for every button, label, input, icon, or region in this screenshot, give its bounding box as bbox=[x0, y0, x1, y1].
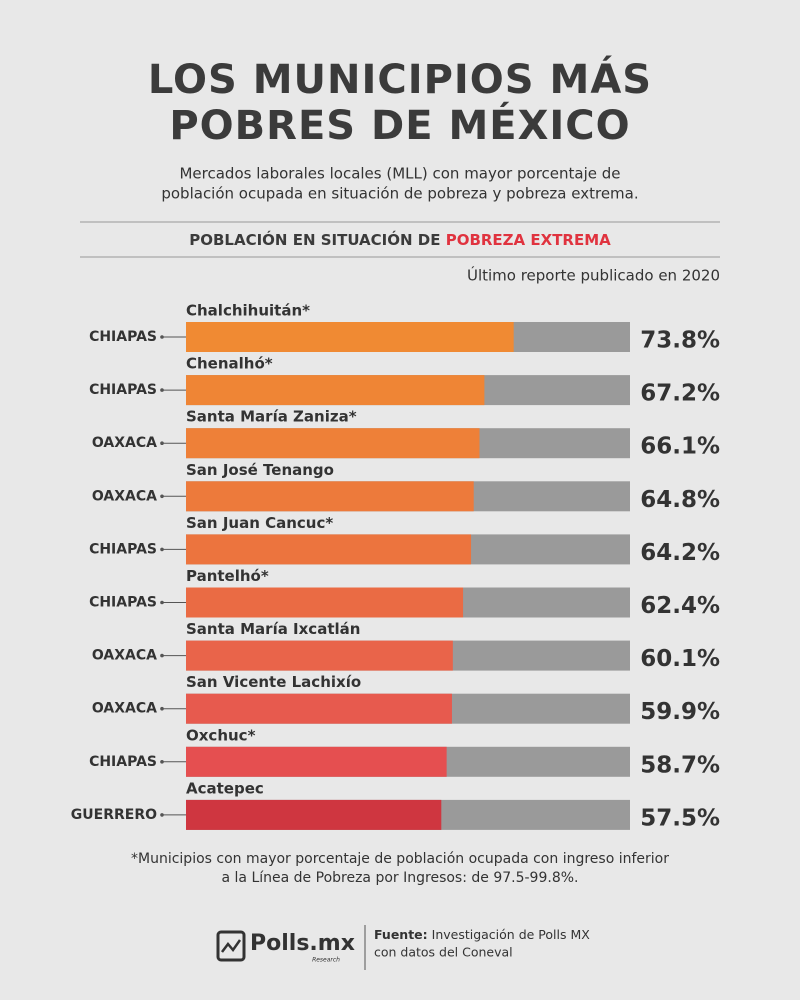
bar bbox=[186, 534, 472, 565]
bar bbox=[186, 693, 452, 724]
category-label: Santa María Ixcatlán bbox=[186, 620, 360, 638]
value-label: 58.7% bbox=[640, 752, 720, 778]
category-label: San Juan Cancuc* bbox=[186, 514, 333, 532]
bar bbox=[186, 640, 453, 671]
value-label: 60.1% bbox=[640, 646, 720, 672]
section-title-highlight: POBREZA EXTREMA bbox=[446, 231, 611, 249]
bar bbox=[186, 481, 474, 512]
bar bbox=[186, 746, 447, 777]
state-label: OAXACA bbox=[92, 435, 157, 451]
bar bbox=[186, 428, 480, 459]
bar bbox=[186, 587, 464, 618]
source-label: Fuente: bbox=[374, 927, 428, 942]
connector-dot bbox=[160, 388, 164, 392]
title: POBRES DE MÉXICO bbox=[169, 101, 630, 149]
category-label: Pantelhó* bbox=[186, 567, 269, 585]
connector-dot bbox=[160, 760, 164, 764]
state-label: OAXACA bbox=[92, 648, 157, 664]
connector-dot bbox=[160, 441, 164, 446]
state-label: GUERRERO bbox=[71, 807, 157, 823]
state-label: OAXACA bbox=[92, 701, 157, 717]
bar bbox=[186, 799, 442, 830]
category-label: Santa María Zaniza* bbox=[186, 408, 357, 426]
state-label: CHIAPAS bbox=[89, 595, 157, 611]
value-label: 64.2% bbox=[640, 540, 720, 566]
bar bbox=[186, 375, 485, 406]
source-text: Investigación de Polls MX bbox=[428, 927, 591, 942]
value-label: 67.2% bbox=[640, 381, 720, 407]
subtitle: Mercados laborales locales (MLL) con may… bbox=[179, 165, 620, 183]
section-title: POBLACIÓN EN SITUACIÓN DE POBREZA EXTREM… bbox=[189, 230, 611, 249]
connector-dot bbox=[160, 706, 164, 711]
category-label: San Vicente Lachixío bbox=[186, 673, 361, 691]
state-label: CHIAPAS bbox=[89, 382, 157, 398]
category-label: Chalchihuitán* bbox=[186, 302, 310, 320]
title: LOS MUNICIPIOS MÁS bbox=[148, 55, 652, 103]
brand: Polls.mx bbox=[250, 931, 355, 956]
category-label: Chenalhó* bbox=[186, 355, 273, 373]
category-label: San José Tenango bbox=[186, 461, 334, 479]
bar bbox=[186, 322, 514, 352]
connector-dot bbox=[160, 335, 164, 339]
connector-dot bbox=[160, 653, 164, 658]
connector-dot bbox=[160, 547, 164, 552]
brand-tag: Research bbox=[312, 957, 340, 964]
state-label: CHIAPAS bbox=[89, 329, 157, 345]
source-text: con datos del Coneval bbox=[374, 945, 513, 960]
value-label: 73.8% bbox=[640, 328, 720, 354]
footnote: a la Línea de Pobreza por Ingresos: de 9… bbox=[222, 870, 579, 886]
connector-dot bbox=[160, 600, 164, 605]
state-label: OAXACA bbox=[92, 488, 157, 504]
section-title-prefix: POBLACIÓN EN SITUACIÓN DE bbox=[189, 230, 445, 249]
logo bbox=[216, 930, 246, 962]
value-label: 57.5% bbox=[640, 805, 720, 831]
state-label: CHIAPAS bbox=[89, 541, 157, 557]
note: Último reporte publicado en 2020 bbox=[467, 266, 720, 285]
value-label: 64.8% bbox=[640, 487, 720, 513]
source: Fuente: Investigación de Polls MX bbox=[374, 927, 590, 942]
logo-icon bbox=[221, 939, 242, 953]
logo-icon bbox=[216, 930, 246, 962]
subtitle: población ocupada en situación de pobrez… bbox=[161, 185, 638, 203]
value-label: 59.9% bbox=[640, 699, 720, 725]
footnote: *Municipios con mayor porcentaje de pobl… bbox=[131, 851, 669, 867]
value-label: 62.4% bbox=[640, 593, 720, 619]
value-label: 66.1% bbox=[640, 434, 720, 460]
state-label: CHIAPAS bbox=[89, 754, 157, 770]
connector-dot bbox=[160, 813, 164, 817]
connector-dot bbox=[160, 494, 164, 499]
category-label: Oxchuc* bbox=[186, 726, 256, 744]
category-label: Acatepec bbox=[186, 779, 264, 797]
